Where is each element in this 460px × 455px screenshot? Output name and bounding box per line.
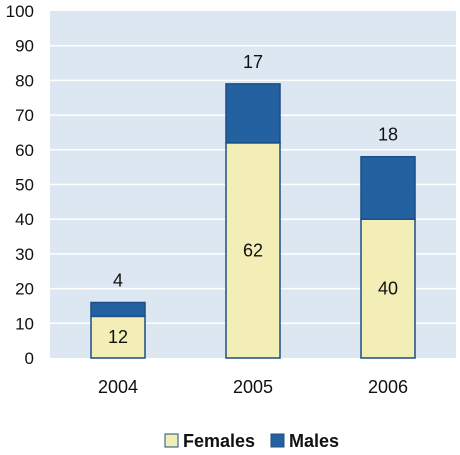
y-tick-label: 10 <box>15 314 34 333</box>
bar-females-2006 <box>360 218 416 359</box>
y-tick-label: 20 <box>15 280 34 299</box>
legend-label-males: Males <box>289 431 339 451</box>
bar-females-2005 <box>225 142 281 359</box>
legend-swatch-males <box>270 433 285 448</box>
y-tick-label: 40 <box>15 210 34 229</box>
x-category-label: 2006 <box>368 377 408 397</box>
x-category-label: 2005 <box>233 377 273 397</box>
y-tick-label: 100 <box>6 2 34 21</box>
y-tick-label: 90 <box>15 37 34 56</box>
data-label-females-2006: 40 <box>378 279 398 299</box>
legend: Females Males <box>164 431 339 451</box>
data-label-males-2005: 17 <box>243 52 263 72</box>
y-tick-label: 70 <box>15 106 34 125</box>
data-label-males-2004: 4 <box>113 270 123 290</box>
legend-label-females: Females <box>183 431 255 451</box>
y-axis-ticks: 0 10 20 30 40 50 60 70 80 90 100 <box>6 2 34 368</box>
y-tick-label: 60 <box>15 141 34 160</box>
bar-males-2006 <box>360 155 416 220</box>
y-tick-label: 80 <box>15 71 34 90</box>
x-axis-categories: 2004 2005 2006 <box>98 377 408 397</box>
bar-females-2004 <box>90 315 146 359</box>
data-label-males-2006: 18 <box>378 125 398 145</box>
bar-males-2005 <box>225 83 281 144</box>
legend-swatch-females <box>164 433 179 448</box>
data-label-females-2004: 12 <box>108 327 128 347</box>
data-label-females-2005: 62 <box>243 240 263 260</box>
x-category-label: 2004 <box>98 377 138 397</box>
bars: 12 4 62 17 40 18 <box>90 52 416 359</box>
bar-males-2004 <box>90 301 146 318</box>
y-tick-label: 50 <box>15 176 34 195</box>
y-tick-label: 30 <box>15 245 34 264</box>
y-tick-label: 0 <box>25 349 34 368</box>
